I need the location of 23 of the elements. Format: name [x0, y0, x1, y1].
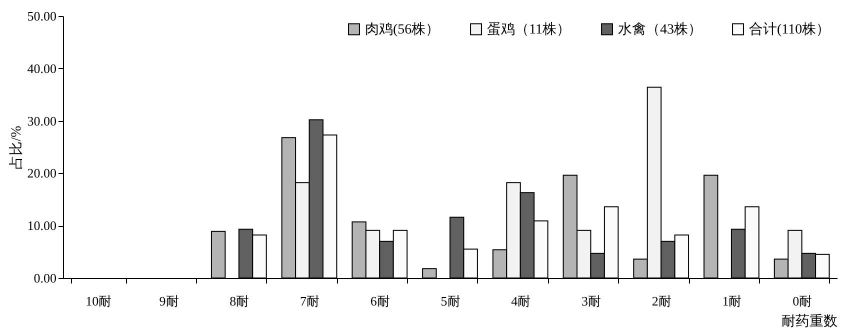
x-tick-label: 1耐 — [722, 294, 742, 308]
y-tick-label: 20.00 — [27, 166, 56, 181]
y-tick-label: 30.00 — [27, 113, 56, 128]
x-tick-label: 5耐 — [440, 294, 460, 308]
x-tick-label: 8耐 — [230, 294, 250, 308]
legend-label: 水禽（43株） — [618, 21, 702, 38]
legend-label: 肉鸡(56株） — [365, 21, 440, 38]
y-tick-label: 40.00 — [27, 60, 56, 76]
x-tick-label: 6耐 — [370, 294, 390, 308]
x-tick-label: 10耐 — [86, 294, 112, 308]
x-tick-label: 0耐 — [792, 294, 812, 308]
y-axis-title: 占比/% — [8, 125, 24, 170]
x-axis-title: 耐药重数 — [782, 314, 838, 330]
y-tick-label: 0.00 — [34, 270, 56, 286]
y-tick-label: 10.00 — [27, 218, 56, 234]
y-tick-label: 50.00 — [27, 8, 56, 24]
x-tick-label: 2耐 — [652, 294, 672, 308]
x-tick-label: 7耐 — [300, 294, 320, 308]
x-tick-label: 4耐 — [511, 294, 531, 308]
legend-label: 合计(110株） — [749, 21, 830, 38]
x-tick-label: 3耐 — [581, 294, 601, 308]
x-tick-label: 9耐 — [159, 294, 179, 308]
legend-label: 蛋鸡（11株） — [487, 21, 570, 38]
